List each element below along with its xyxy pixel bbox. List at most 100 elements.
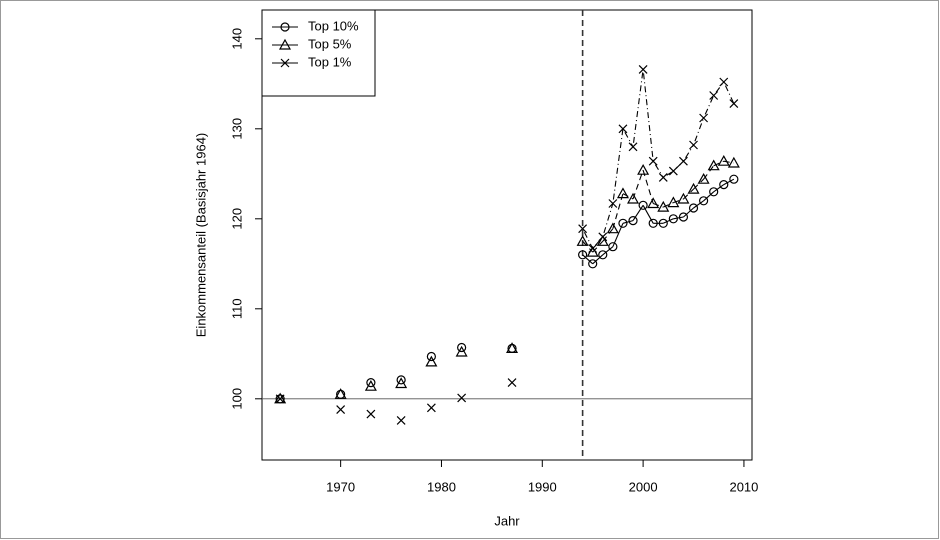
point [334, 388, 347, 399]
point [507, 378, 517, 388]
point [596, 235, 609, 246]
y-axis-label: Einkommensanteil (Basisjahr 1964) [193, 133, 208, 337]
point [616, 187, 629, 199]
point [598, 250, 608, 260]
connector [713, 184, 725, 193]
connector [673, 216, 684, 220]
connector [622, 193, 634, 200]
point [606, 222, 619, 234]
point [677, 192, 690, 204]
point [426, 351, 436, 362]
legend-marker [280, 22, 290, 32]
point [366, 409, 376, 419]
x-tick-label: 1970 [326, 479, 355, 494]
connector [582, 228, 594, 249]
point [274, 392, 287, 404]
point [709, 187, 719, 197]
connector [693, 200, 704, 209]
connector [653, 202, 664, 208]
y-tick-label: 140 [229, 28, 244, 50]
connector [632, 204, 644, 221]
point [395, 377, 408, 389]
point [729, 99, 739, 109]
point [658, 218, 668, 228]
connector [682, 144, 694, 162]
legend-label: Top 1% [308, 54, 352, 69]
point [628, 142, 638, 152]
point [598, 232, 608, 242]
legend-label: Top 10% [308, 18, 359, 33]
connector [622, 128, 634, 148]
point [707, 159, 720, 171]
connector [632, 170, 644, 200]
point [578, 224, 588, 234]
point [455, 345, 468, 357]
connector [663, 218, 674, 224]
point [336, 405, 346, 415]
point [618, 124, 628, 134]
connector [723, 81, 735, 104]
point [578, 250, 588, 260]
point [364, 379, 377, 391]
connector [582, 254, 594, 265]
x-tick-label: 1990 [528, 479, 557, 494]
y-tick-label: 110 [229, 298, 244, 319]
connector [592, 236, 604, 249]
legend-marker [280, 58, 290, 68]
connector [723, 178, 735, 186]
point [638, 200, 648, 210]
point [426, 403, 436, 413]
connector [713, 81, 725, 96]
connector [703, 95, 715, 119]
point [678, 212, 689, 222]
point [679, 156, 688, 166]
point [657, 200, 670, 212]
connector [673, 198, 684, 204]
point [618, 218, 628, 228]
point [727, 156, 740, 168]
point [688, 203, 699, 213]
point [275, 394, 285, 404]
connector [612, 193, 624, 229]
point [709, 91, 719, 100]
connector [703, 191, 715, 202]
point [717, 154, 730, 166]
connector [592, 254, 604, 265]
point [719, 77, 729, 87]
connector [622, 220, 634, 224]
connector [693, 117, 705, 146]
legend-label: Top 5% [308, 36, 352, 51]
x-tick-label: 2000 [629, 479, 658, 494]
point [608, 242, 618, 252]
y-tick-label: 130 [229, 118, 244, 140]
point [699, 196, 709, 206]
x-axis-label: Jahr [494, 513, 520, 528]
point [648, 156, 658, 166]
connector [723, 160, 734, 164]
point [719, 180, 729, 190]
legend-marker [278, 38, 292, 50]
connector [642, 205, 654, 224]
point [638, 64, 648, 74]
point [628, 216, 638, 226]
point [658, 172, 668, 182]
x-tick-label: 2010 [729, 479, 758, 494]
legend-box [261, 9, 376, 97]
connector [642, 69, 654, 162]
point [648, 218, 658, 228]
point [588, 259, 598, 269]
point [667, 196, 680, 208]
connector [683, 207, 694, 218]
point [729, 174, 739, 184]
point [608, 199, 618, 208]
connector [602, 246, 614, 256]
y-tick-label: 120 [229, 208, 244, 230]
connector [602, 203, 614, 237]
connector [652, 160, 664, 178]
point [637, 163, 650, 175]
y-tick-label: 100 [229, 388, 244, 410]
point [396, 375, 406, 385]
point [576, 235, 589, 246]
point [647, 197, 660, 209]
